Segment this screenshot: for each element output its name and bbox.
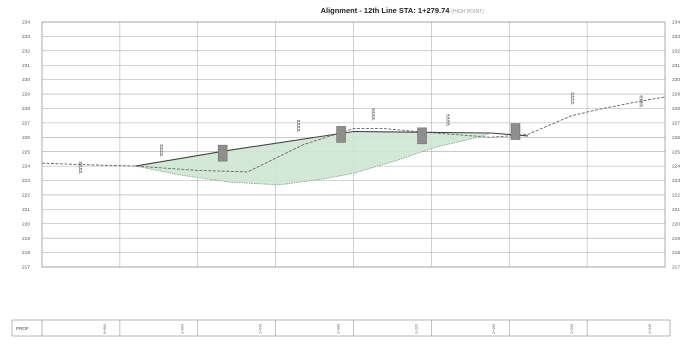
- elevation-tick-right: 229: [672, 92, 680, 98]
- elevation-tick-right: 233: [672, 34, 680, 40]
- left-elevation-ticks: 217 218 219 220 221 222 223 224 225 226 227 228 229 2…: [22, 20, 30, 271]
- elevation-tick-right: 221: [672, 207, 680, 213]
- elevation-tick-right: 224: [672, 164, 680, 170]
- elevation-tick-right: 228: [672, 106, 680, 112]
- elevation-tick-left: 218: [22, 250, 30, 256]
- elevation-tick-left: 234: [22, 20, 30, 26]
- elevation-tag: [160, 144, 163, 157]
- existing-ground-line: [41, 96, 666, 173]
- station-label: 1+080: [337, 324, 341, 334]
- elevation-tag: [446, 114, 450, 127]
- station-table: PROF 0+960 1+000 1+040 1+080 1+120 1+160 1+200…: [11, 319, 671, 337]
- profile-label: PROF: [16, 326, 29, 331]
- elevation-tick-right: 232: [672, 48, 680, 54]
- elevation-tick-left: 223: [22, 178, 30, 184]
- structure-block: [336, 126, 346, 143]
- plot-frame: [41, 21, 666, 268]
- elevation-tick-left: 229: [22, 92, 30, 98]
- chart-title: Alignment - 12th Line STA: 1+279.74: [321, 6, 451, 15]
- cut-bottom-line: [135, 132, 491, 186]
- structure-block: [510, 123, 521, 140]
- proposed-grade-line: [135, 130, 528, 167]
- cut-fill-area: [135, 131, 491, 185]
- elevation-tick-left: 222: [22, 193, 30, 199]
- station-label: 1+120: [414, 324, 418, 334]
- station-label: 1+160: [492, 324, 496, 334]
- elevation-tag: [297, 120, 301, 132]
- elevation-tag: [571, 92, 575, 105]
- elevation-tick-left: 226: [22, 135, 30, 141]
- right-elevation-ticks: 217 218 219 220 221 222 223 224 225 226 227 228 229 2…: [672, 20, 680, 271]
- elevation-tick-left: 233: [22, 34, 30, 40]
- elevation-tick-right: 220: [672, 221, 680, 227]
- elevation-tick-right: 225: [672, 149, 680, 155]
- elevation-tick-right: 230: [672, 77, 680, 83]
- station-label: 1+240: [648, 324, 652, 334]
- elevation-tick-left: 231: [22, 63, 30, 69]
- elevation-tick-right: 222: [672, 193, 680, 199]
- structure-block: [417, 127, 427, 145]
- elevation-tags: [79, 92, 643, 174]
- station-label: 1+000: [181, 324, 185, 334]
- elevation-tick-left: 227: [22, 120, 30, 126]
- profile-lines: [41, 96, 666, 186]
- elevation-tick-left: 232: [22, 48, 30, 54]
- station-label: 1+200: [570, 324, 574, 334]
- elevation-tag: [371, 108, 375, 121]
- elevation-tag: [79, 161, 82, 174]
- elevation-tick-left: 217: [22, 265, 30, 271]
- structure-block: [217, 144, 228, 162]
- elevation-tick-left: 221: [22, 207, 30, 213]
- station-label: 1+040: [259, 324, 263, 334]
- station-label: 0+960: [103, 324, 107, 334]
- elevation-tick-right: 223: [672, 178, 680, 184]
- elevation-tick-right: 226: [672, 135, 680, 141]
- elevation-tick-right: 217: [672, 265, 680, 271]
- elevation-tick-left: 225: [22, 149, 30, 155]
- elevation-tick-right: 227: [672, 120, 680, 126]
- elevation-tick-left: 219: [22, 236, 30, 242]
- elevation-tick-right: 219: [672, 236, 680, 242]
- station-table-frame: [11, 319, 671, 337]
- cut-area-fill: [135, 131, 491, 185]
- elevation-tick-right: 234: [672, 20, 680, 26]
- structures: [217, 123, 521, 162]
- elevation-tick-left: 220: [22, 221, 30, 227]
- elevation-tag: [639, 95, 643, 108]
- elevation-tick-right: 218: [672, 250, 680, 256]
- elevation-tick-right: 231: [672, 63, 680, 69]
- elevation-tick-left: 230: [22, 77, 30, 83]
- elevation-tick-left: 228: [22, 106, 30, 112]
- elevation-tick-left: 224: [22, 164, 30, 170]
- chart-title-note: (HIGH POINT): [451, 9, 484, 15]
